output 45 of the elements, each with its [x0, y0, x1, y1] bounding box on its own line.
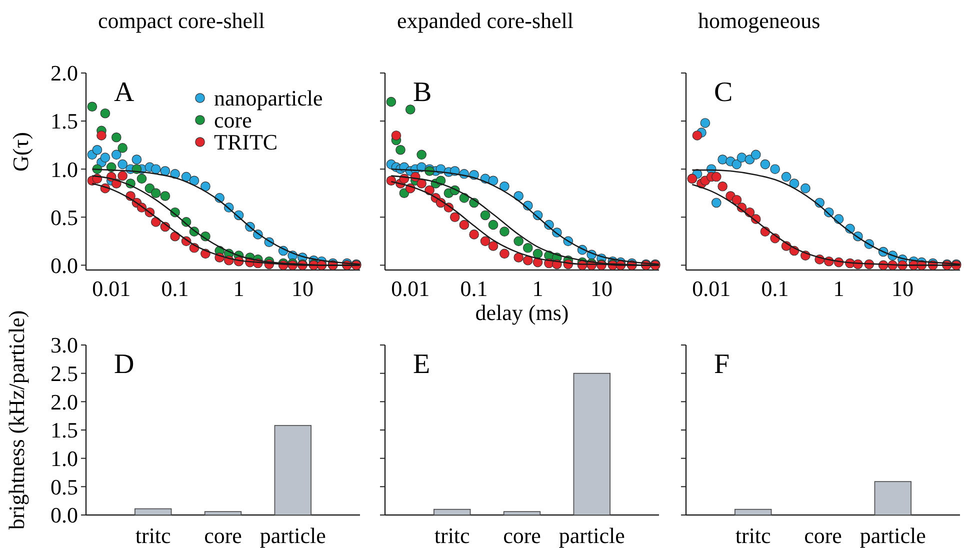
y-tick-label: 1.5 [50, 108, 78, 134]
annotation: C [714, 77, 733, 108]
y-axis-title: G(τ) [8, 132, 33, 172]
y-tick-label: 0.5 [50, 204, 78, 230]
y-tick-label: 2.0 [50, 389, 78, 414]
x-tick-label: core [804, 523, 842, 548]
y-tick-label: 3.0 [50, 332, 78, 358]
x-tick-label: core [204, 523, 242, 548]
annotation: D [114, 349, 134, 380]
x-tick-label: particle [860, 523, 926, 548]
x-tick-label: 1 [233, 276, 244, 301]
x-tick-label: 1 [833, 276, 844, 301]
y-tick-label: 2.5 [50, 361, 78, 386]
x-tick-label: 0.01 [391, 276, 430, 301]
y-tick-label: 0.0 [50, 502, 78, 528]
annotation: F [714, 349, 730, 380]
x-tick-label: 0.01 [92, 276, 131, 301]
chart-title: compact core-shell [98, 8, 265, 33]
x-tick-label: 0.1 [460, 276, 488, 301]
x-tick-label: tritc [135, 523, 172, 548]
x-tick-label: particle [558, 523, 625, 548]
x-tick-label: core [503, 523, 541, 548]
y-tick-label: 1.0 [50, 156, 78, 182]
annotation: A [114, 77, 135, 108]
chart-title: homogeneous [698, 8, 820, 33]
x-tick-label: 10 [590, 276, 612, 301]
annotation: E [413, 349, 430, 380]
x-tick-label: 10 [291, 276, 314, 301]
x-tick-label: 0.1 [761, 276, 789, 301]
chart-title: expanded core-shell [397, 8, 574, 33]
y-tick-label: 1.5 [50, 418, 78, 443]
y-tick-label: 0.5 [50, 474, 78, 500]
x-tick-label: 1 [532, 276, 544, 301]
x-tick-label: tritc [434, 523, 470, 548]
x-axis-title: delay (ms) [475, 300, 569, 325]
x-tick-label: tritc [735, 523, 772, 548]
x-tick-label: particle [260, 523, 326, 548]
y-tick-label: 2.0 [50, 60, 78, 86]
y-tick-label: 1.0 [50, 446, 78, 472]
x-tick-label: 10 [891, 276, 914, 301]
x-tick-label: 0.01 [692, 276, 731, 301]
x-tick-label: 0.1 [161, 276, 189, 301]
annotation: B [413, 77, 432, 108]
y-tick-label: 0.0 [50, 252, 78, 278]
y-axis-title: brightness (kHz/particle) [4, 310, 29, 530]
